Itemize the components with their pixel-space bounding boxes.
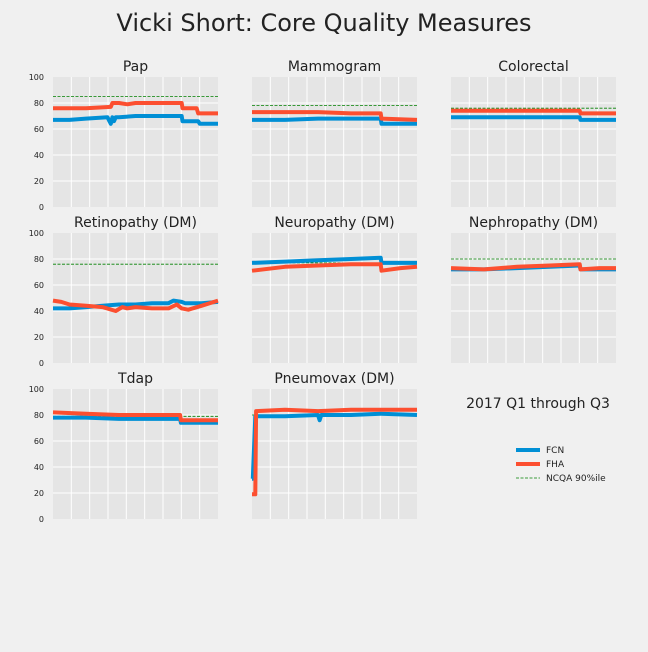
series-line-fha xyxy=(52,298,219,313)
subplot-pap: 0 20 40 60 80 100 Pap xyxy=(29,59,218,212)
y-tick-label: 40 xyxy=(34,151,44,160)
y-tick-label: 60 xyxy=(34,125,44,134)
y-tick-label: 60 xyxy=(34,437,44,446)
y-tick-label: 0 xyxy=(39,203,44,212)
plot-area xyxy=(53,233,218,363)
period-note: 2017 Q1 through Q3 xyxy=(466,396,610,412)
y-tick-label: 40 xyxy=(34,307,44,316)
y-tick-label: 20 xyxy=(34,177,44,186)
subplot-title: Retinopathy (DM) xyxy=(74,215,197,231)
series-line-fha xyxy=(252,407,417,497)
subplot-title: Tdap xyxy=(117,371,153,387)
y-tick-label: 0 xyxy=(39,515,44,524)
legend-label: FHA xyxy=(546,460,565,470)
subplot-retinopathy-dm: 0 20 40 60 80 100 Retinopathy (DM) xyxy=(29,215,219,368)
subplot-pneumovax-dm: Pneumovax (DM) xyxy=(250,371,418,519)
legend-item-fcn: FCN xyxy=(516,446,564,456)
subplot-nephropathy-dm: Nephropathy (DM) xyxy=(450,215,616,363)
legend: FCN FHA NCQA 90%ile xyxy=(516,446,606,484)
series-line-fha xyxy=(53,101,218,116)
legend-item-fha: FHA xyxy=(516,460,565,470)
subplot-title: Pap xyxy=(123,59,148,75)
legend-label: FCN xyxy=(546,446,564,456)
series-line-fha xyxy=(451,108,616,116)
figure-title: Vicki Short: Core Quality Measures xyxy=(116,9,531,37)
plot-area xyxy=(451,233,616,363)
legend-label: NCQA 90%ile xyxy=(546,474,606,484)
y-tick-label: 20 xyxy=(34,489,44,498)
y-tick-label: 0 xyxy=(39,359,44,368)
y-tick-label: 80 xyxy=(34,99,44,108)
y-tick-label: 100 xyxy=(29,73,44,82)
y-tick-label: 100 xyxy=(29,385,44,394)
plot-area xyxy=(53,389,218,519)
y-tick-label: 40 xyxy=(34,463,44,472)
subplot-colorectal: Colorectal xyxy=(451,59,616,207)
subplot-mammogram: Mammogram xyxy=(252,59,418,207)
subplot-title: Nephropathy (DM) xyxy=(469,215,598,231)
subplot-tdap: 0 20 40 60 80 100 Tdap xyxy=(29,371,218,524)
series-line-fha xyxy=(450,262,616,272)
series-line-fha xyxy=(52,410,218,423)
series-line-fcn xyxy=(53,114,218,126)
y-tick-label: 100 xyxy=(29,229,44,238)
subplot-title: Pneumovax (DM) xyxy=(274,371,394,387)
y-tick-label: 80 xyxy=(34,411,44,420)
plot-area xyxy=(451,77,616,207)
y-tick-label: 60 xyxy=(34,281,44,290)
y-tick-label: 80 xyxy=(34,255,44,264)
plot-area xyxy=(252,233,417,363)
series-line-fcn xyxy=(451,115,616,122)
subplot-title: Mammogram xyxy=(288,59,381,75)
subplot-title: Neuropathy (DM) xyxy=(274,215,394,231)
series-line-fha xyxy=(251,262,418,273)
plot-area xyxy=(53,77,218,207)
subplot-grid: 0 20 40 60 80 100 Pap Mammogram Colorectal 0 20 40 6… xyxy=(29,59,616,524)
legend-item-ncqa-90-ile: NCQA 90%ile xyxy=(516,474,606,484)
subplot-title: Colorectal xyxy=(498,59,569,75)
series-line-fcn xyxy=(53,415,218,425)
subplot-neuropathy-dm: Neuropathy (DM) xyxy=(251,215,418,363)
series-line-fcn xyxy=(252,116,417,126)
y-tick-label: 20 xyxy=(34,333,44,342)
series-line-fha xyxy=(252,110,418,122)
plot-area xyxy=(252,77,417,207)
